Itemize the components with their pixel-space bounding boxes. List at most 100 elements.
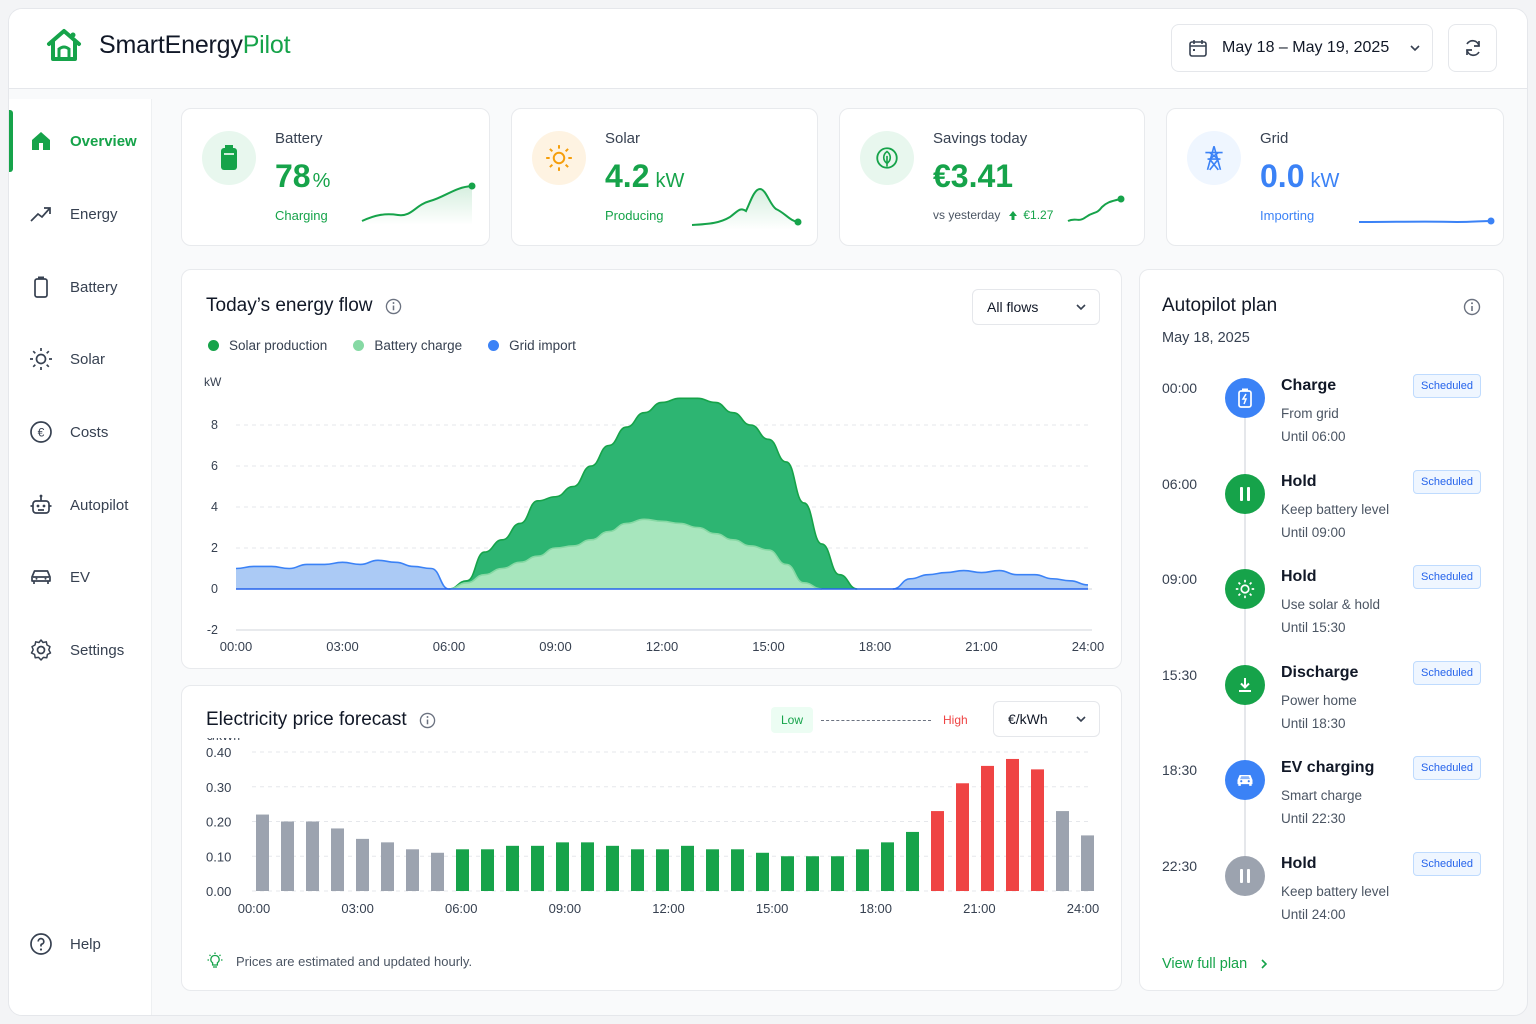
x-tick-label: 12:00	[652, 901, 685, 916]
status-badge[interactable]: Scheduled	[1413, 374, 1481, 398]
y-tick-label: 4	[211, 500, 218, 514]
price-bar	[531, 845, 544, 891]
plan-item-title: Hold	[1281, 855, 1317, 872]
kpi-card-battery[interactable]: Battery 78% Charging	[181, 108, 490, 246]
flow-filter-value: All flows	[987, 299, 1039, 315]
price-scale-legend: Low High	[771, 706, 972, 734]
y-tick-label: 0.00	[206, 884, 231, 899]
battery-unit: %	[312, 170, 331, 192]
sidebar: Overview Energy Battery Solar € Costs Au…	[9, 99, 152, 1015]
kpi-value: €3.41	[933, 158, 1014, 194]
sidebar-item-costs[interactable]: € Costs	[9, 408, 152, 456]
sidebar-item-label: Solar	[70, 350, 106, 368]
status-badge[interactable]: Scheduled	[1413, 469, 1481, 494]
solar-sparkline	[691, 187, 802, 230]
grid-import-area	[236, 560, 449, 589]
sun-icon	[1225, 569, 1265, 610]
price-unit-select[interactable]: €/kWh	[993, 701, 1100, 737]
price-bar	[431, 852, 444, 891]
sidebar-item-autopilot[interactable]: Autopilot	[9, 481, 152, 529]
price-bar	[881, 842, 894, 891]
y-tick-label: -2	[207, 623, 218, 637]
legend-item-battery[interactable]: Battery charge	[353, 338, 462, 353]
sidebar-item-settings[interactable]: Settings	[9, 626, 152, 674]
logo[interactable]: SmartEnergyPilot	[45, 27, 291, 63]
plan-item-title: Hold	[1281, 568, 1317, 586]
info-icon[interactable]	[419, 712, 436, 729]
kpi-status: Charging	[275, 208, 328, 223]
plan-item-title: Charge	[1281, 377, 1337, 394]
sidebar-item-solar[interactable]: Solar	[9, 335, 152, 383]
sidebar-item-label: Autopilot	[70, 496, 129, 514]
date-range-picker[interactable]: May 18 – May 19, 2025	[1171, 24, 1433, 72]
chevron-right-icon	[1261, 959, 1268, 969]
status-badge[interactable]: Scheduled	[1413, 852, 1481, 876]
x-tick-label: 09:00	[539, 639, 572, 654]
sidebar-item-label: Settings	[70, 641, 125, 659]
chevron-down-icon	[1076, 716, 1086, 723]
price-bar	[656, 849, 669, 891]
sidebar-item-ev[interactable]: EV	[9, 553, 152, 601]
flow-filter-select[interactable]: All flows	[972, 289, 1100, 325]
autopilot-date: May 18, 2025	[1162, 330, 1250, 346]
legend-item-grid[interactable]: Grid import	[488, 338, 576, 353]
x-tick-label: 00:00	[238, 901, 271, 916]
battery-value: 78	[275, 158, 311, 194]
refresh-button[interactable]	[1448, 24, 1497, 72]
arrow-up-icon	[1009, 210, 1018, 220]
legend-item-solar[interactable]: Solar production	[208, 338, 327, 353]
plan-item-until: Until 22:30	[1281, 811, 1346, 827]
plan-item-title: EV charging	[1281, 759, 1375, 777]
sidebar-item-label: EV	[70, 568, 91, 586]
plan-time: 15:30	[1162, 666, 1198, 683]
euro-icon: €	[30, 421, 52, 443]
chevron-down-icon	[1076, 304, 1086, 311]
plan-item-until: Until 15:30	[1281, 620, 1346, 636]
refresh-icon	[1465, 39, 1480, 57]
kpi-card-savings[interactable]: Savings today €3.41 vs yesterday €1.27	[839, 108, 1145, 246]
price-bar	[806, 856, 819, 891]
high-price-label: High	[943, 713, 968, 727]
savings-sparkline	[1067, 195, 1125, 222]
battery-charge-area	[449, 519, 822, 589]
kpi-label: Battery	[275, 130, 323, 147]
price-bar	[281, 821, 294, 891]
x-tick-label: 03:00	[326, 639, 359, 654]
sidebar-item-battery[interactable]: Battery	[9, 263, 152, 311]
x-tick-label: 15:00	[756, 901, 789, 916]
price-bar	[856, 849, 869, 891]
y-tick-label: 0.40	[206, 745, 231, 760]
y-tick-label: 0.10	[206, 849, 231, 864]
plan-time: 09:00	[1162, 571, 1198, 588]
low-price-label: Low	[771, 707, 814, 733]
price-bar	[356, 838, 369, 891]
kpi-card-solar[interactable]: Solar 4.2 kW Producing	[511, 108, 818, 246]
plan-item-detail: Power home	[1281, 692, 1357, 708]
price-bar	[331, 828, 344, 891]
sidebar-item-help[interactable]: Help	[9, 920, 152, 968]
status-badge[interactable]: Scheduled	[1413, 660, 1481, 685]
price-bar	[906, 831, 919, 891]
grid-unit: kW	[1310, 170, 1340, 192]
svg-text:€: €	[38, 426, 45, 440]
legend-label: Grid import	[509, 338, 576, 353]
download-icon	[1225, 664, 1265, 705]
status-badge[interactable]: Scheduled	[1413, 756, 1481, 781]
view-full-plan-link[interactable]: View full plan	[1162, 956, 1269, 972]
price-bar	[1031, 769, 1044, 891]
price-bar	[931, 811, 944, 891]
price-bar	[756, 852, 769, 891]
x-tick-label: 18:00	[859, 639, 892, 654]
plan-item-title: Discharge	[1281, 663, 1359, 681]
sidebar-item-energy[interactable]: Energy	[9, 190, 152, 238]
kpi-card-grid[interactable]: Grid 0.0 kW Importing	[1166, 108, 1504, 246]
status-badge[interactable]: Scheduled	[1413, 565, 1481, 590]
plan-time: 06:00	[1162, 475, 1198, 492]
info-icon[interactable]	[385, 298, 402, 315]
plan-item-detail: Keep battery level	[1281, 501, 1390, 517]
sidebar-item-overview[interactable]: Overview	[9, 110, 152, 172]
info-icon[interactable]	[1463, 298, 1481, 316]
price-bar	[831, 856, 844, 891]
price-forecast-heading: Electricity price forecast	[206, 709, 436, 731]
price-bar	[256, 814, 269, 891]
